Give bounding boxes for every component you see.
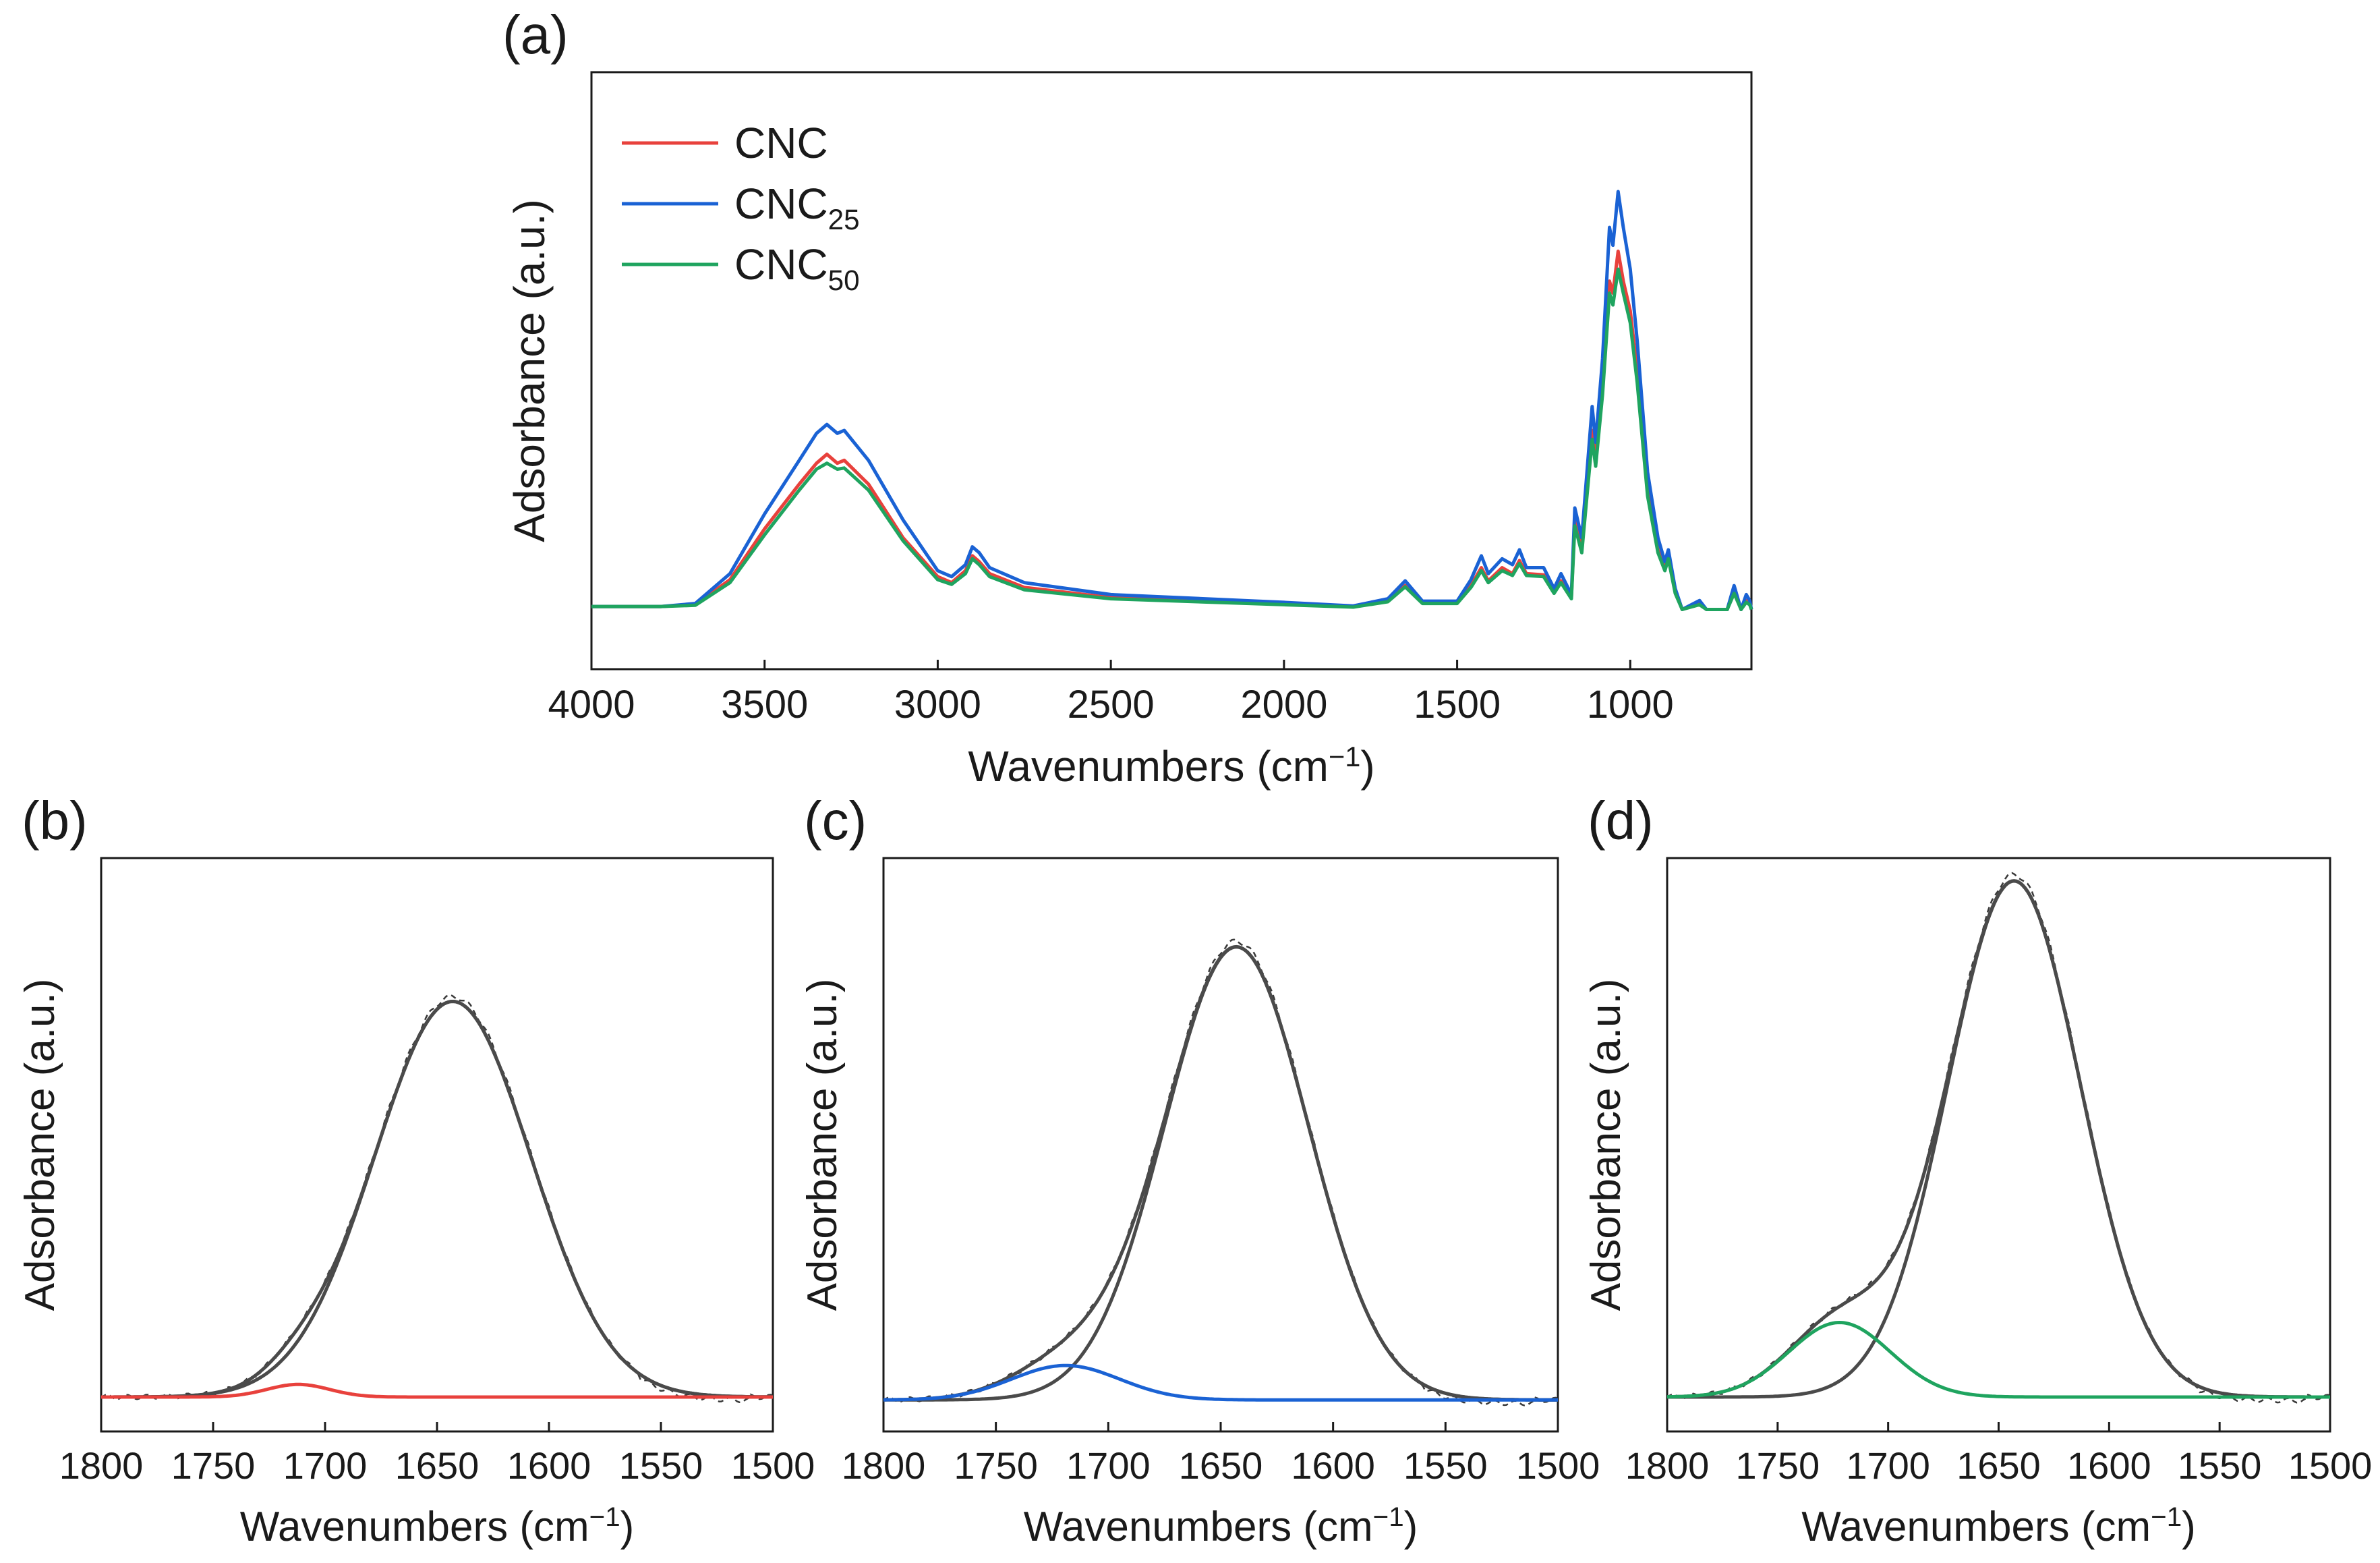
x-tick-label: 1650	[395, 1444, 480, 1487]
x-tick-label: 1650	[1956, 1444, 2041, 1487]
legend-label: CNC50	[734, 240, 860, 296]
cumulative-fit	[101, 999, 774, 1399]
y-axis-label: Adsorbance (a.u.)	[799, 979, 846, 1311]
x-tick-label: 1750	[171, 1444, 256, 1487]
panel-0: 4000 3500 3000 2500 2000 1500 1000 Wavenumbers …	[502, 5, 1753, 791]
y-axis-label: Adsorbance (a.u.)	[505, 199, 554, 542]
x-tick-label: 1500	[2288, 1444, 2373, 1487]
x-axis-label: Wavenumbers (cm−1)	[1801, 1502, 2196, 1550]
x-tick-label: 1750	[1736, 1444, 1820, 1487]
x-tick-label: 1600	[507, 1444, 591, 1487]
panel-3: 1800 1750 1700 1650 1600 1550 1500 Wavenumbers …	[1583, 791, 2372, 1550]
x-tick-label: 2500	[1068, 683, 1155, 727]
x-tick-label: 1500	[1414, 683, 1501, 727]
sub-peak-fit	[883, 1363, 1558, 1402]
panel-2: 1800 1750 1700 1650 1600 1550 1500 Wavenumbers …	[799, 791, 1600, 1550]
x-axis-label: Wavenumbers (cm−1)	[968, 741, 1374, 791]
x-tick-label: 1550	[619, 1444, 703, 1487]
x-tick-label: 1750	[954, 1444, 1038, 1487]
sub-peak-fit	[1667, 1320, 2330, 1399]
x-tick-label: 3000	[894, 683, 981, 727]
x-tick-label: 1600	[2067, 1444, 2151, 1487]
y-axis-label: Adsorbance (a.u.)	[17, 979, 63, 1311]
legend-label: CNC25	[734, 179, 860, 235]
x-tick-label: 1500	[731, 1444, 815, 1487]
plot-frame	[590, 71, 1753, 671]
x-tick-label: 3500	[721, 683, 808, 727]
x-tick-label: 1800	[1625, 1444, 1710, 1487]
series-line	[591, 267, 1753, 611]
x-tick-label: 1000	[1587, 683, 1674, 727]
x-tick-label: 1800	[842, 1444, 926, 1487]
x-tick-label: 1600	[1291, 1444, 1375, 1487]
x-tick-label: 1550	[1403, 1444, 1488, 1487]
y-axis-label: Adsorbance (a.u.)	[1583, 979, 1629, 1311]
panel-label: (d)	[1588, 791, 1654, 851]
x-tick-label: 1800	[59, 1444, 144, 1487]
legend-label: CNC	[734, 119, 828, 167]
x-axis-label: Wavenumbers (cm−1)	[240, 1502, 635, 1550]
series-line	[591, 190, 1753, 611]
x-tick-label: 1500	[1516, 1444, 1600, 1487]
panel-label: (b)	[22, 791, 88, 851]
x-tick-label: 1700	[1846, 1444, 1930, 1487]
x-axis-label: Wavenumbers (cm−1)	[1024, 1502, 1418, 1550]
x-tick-label: 1650	[1179, 1444, 1263, 1487]
x-tick-label: 1550	[2178, 1444, 2262, 1487]
x-tick-label: 1700	[283, 1444, 368, 1487]
panel-1: 1800 1750 1700 1650 1600 1550 1500 Wavenumbers …	[17, 791, 815, 1550]
sub-peak-fit	[101, 1382, 773, 1399]
x-tick-label: 1700	[1066, 1444, 1151, 1487]
panel-label: (a)	[502, 5, 569, 65]
x-tick-label: 4000	[548, 683, 635, 727]
panel-label: (c)	[804, 791, 867, 851]
x-tick-label: 2000	[1240, 683, 1327, 727]
